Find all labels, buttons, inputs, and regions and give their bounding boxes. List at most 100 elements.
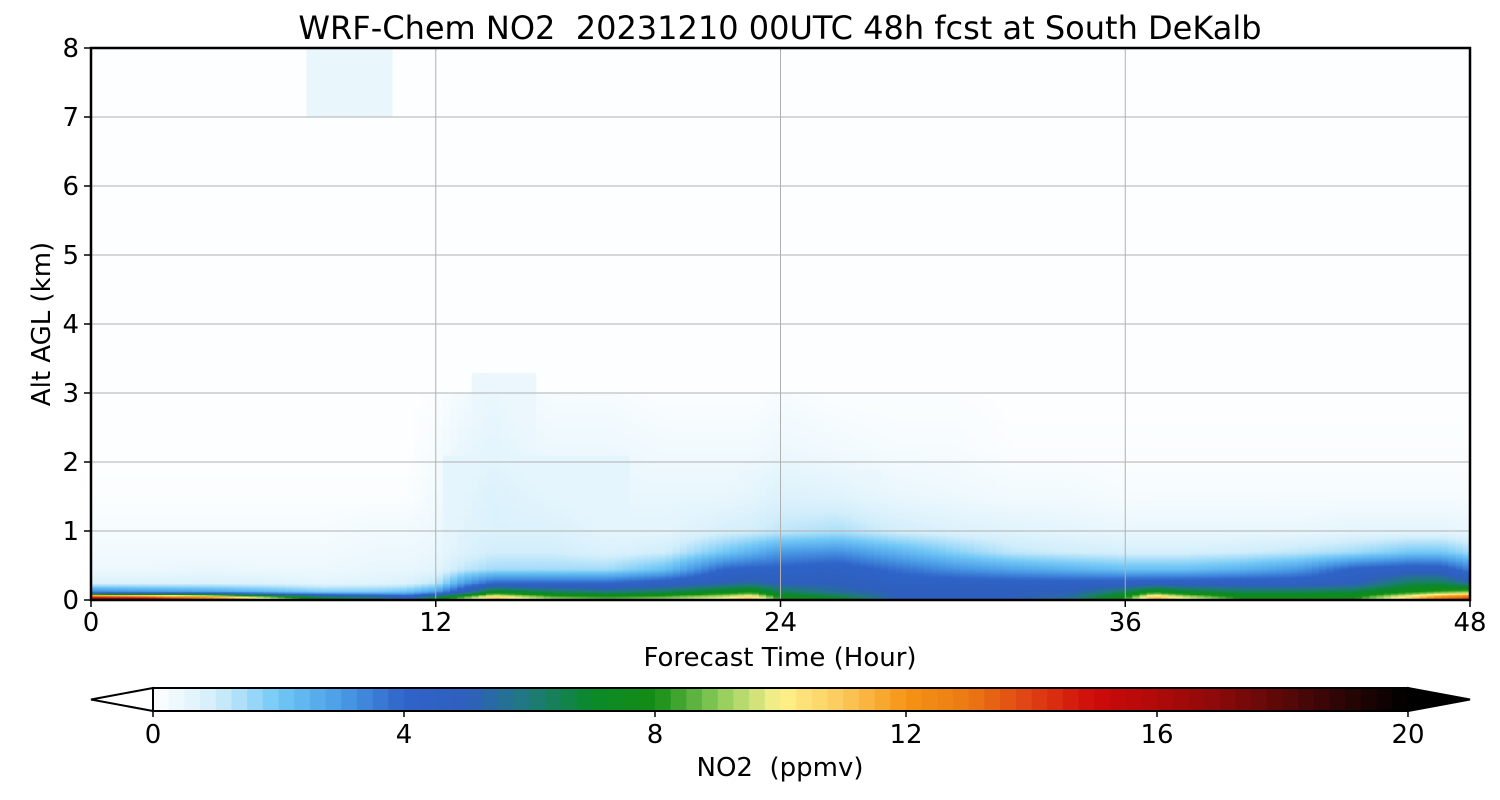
contour-cell [163, 117, 171, 125]
contour-cell [192, 145, 200, 153]
contour-cell [235, 276, 243, 284]
contour-cell [170, 179, 178, 187]
contour-cell [170, 345, 178, 353]
contour-cell [263, 372, 271, 380]
contour-cell [177, 379, 185, 387]
contour-cell [163, 317, 171, 325]
contour-cell [127, 234, 135, 242]
contour-cell [199, 138, 207, 146]
contour-cell [148, 165, 156, 173]
contour-cell [235, 62, 243, 70]
contour-cell [141, 103, 149, 111]
contour-cell [148, 83, 156, 91]
contour-cell [177, 234, 185, 242]
contour-cell [127, 200, 135, 208]
contour-cell [220, 193, 228, 201]
contour-cell [256, 69, 264, 77]
contour-cell [213, 221, 221, 229]
contour-cell [227, 186, 235, 194]
contour-cell [120, 186, 128, 194]
contour-cell [98, 186, 106, 194]
contour-cell [184, 200, 192, 208]
contour-cell [235, 221, 243, 229]
contour-cell [148, 124, 156, 131]
contour-cell [199, 296, 207, 304]
contour-cell [105, 227, 113, 235]
contour-cell [242, 158, 250, 166]
contour-cell [199, 193, 207, 201]
contour-cell [184, 179, 192, 187]
contour-cell [141, 255, 149, 263]
contour-cell [163, 138, 171, 146]
contour-cell [120, 296, 128, 304]
contour-cell [98, 55, 106, 63]
contour-cell [235, 76, 243, 84]
contour-cell [105, 55, 113, 63]
contour-cell [184, 124, 192, 131]
contour-cell [156, 76, 164, 84]
contour-cell [235, 262, 243, 270]
contour-cell [163, 379, 171, 387]
contour-cell [148, 76, 156, 84]
contour-cell [120, 255, 128, 263]
contour-cell [141, 69, 149, 77]
contour-cell [213, 55, 221, 63]
contour-cell [163, 241, 171, 249]
contour-cell [206, 214, 214, 222]
contour-cell [263, 310, 271, 318]
contour-cell [156, 345, 164, 353]
contour-cell [127, 352, 135, 360]
contour-cell [256, 103, 264, 111]
contour-cell [213, 324, 221, 332]
contour-cell [127, 283, 135, 291]
contour-cell [213, 372, 221, 380]
contour-cell [206, 352, 214, 360]
contour-cell [127, 248, 135, 256]
contour-cell [235, 138, 243, 146]
contour-cell [227, 303, 235, 311]
contour-cell [156, 214, 164, 222]
contour-cell [213, 331, 221, 339]
contour-cell [163, 179, 171, 187]
contour-cell [242, 255, 250, 263]
contour-cell [206, 55, 214, 63]
contour-cell [134, 103, 142, 111]
contour-cell [184, 338, 192, 346]
contour-cell [235, 69, 243, 77]
contour-cell [134, 186, 142, 194]
contour-cell [184, 317, 192, 325]
contour-cell [113, 83, 121, 91]
contour-cell [177, 290, 185, 298]
contour-cell [134, 372, 142, 380]
contour-cell [242, 110, 250, 118]
contour-cell [213, 310, 221, 318]
contour-cell [184, 158, 192, 166]
contour-cell [134, 234, 142, 242]
contour-cell [156, 138, 164, 146]
contour-cell [148, 241, 156, 249]
contour-cell [220, 386, 228, 394]
contour-cell [184, 324, 192, 332]
contour-cell [127, 165, 135, 173]
contour-cell [263, 248, 271, 256]
contour-cell [242, 248, 250, 256]
contour-cell [141, 138, 149, 146]
contour-cell [141, 241, 149, 249]
contour-cell [256, 296, 264, 304]
contour-cell [113, 221, 121, 229]
contour-cell [127, 138, 135, 146]
contour-cell [134, 110, 142, 118]
contour-cell [156, 200, 164, 208]
contour-cell [235, 227, 243, 235]
contour-cell [127, 62, 135, 70]
contour-cell [163, 324, 171, 332]
contour-cell [141, 62, 149, 70]
contour-cell [199, 124, 207, 131]
contour-cell [184, 110, 192, 118]
contour-cell [227, 193, 235, 201]
contour-cell [98, 262, 106, 270]
contour-cell [170, 262, 178, 270]
contour-cell [105, 138, 113, 146]
contour-cell [98, 227, 106, 235]
contour-cell [177, 303, 185, 311]
